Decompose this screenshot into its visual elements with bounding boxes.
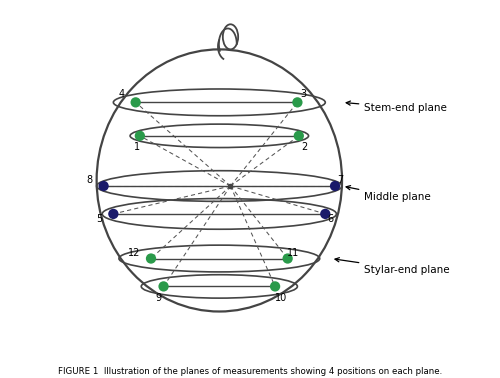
Text: 7: 7 xyxy=(338,175,344,186)
Point xyxy=(295,133,303,139)
Text: Stem-end plane: Stem-end plane xyxy=(346,101,447,113)
Point xyxy=(294,99,302,105)
Text: 8: 8 xyxy=(86,175,92,186)
Text: Stylar-end plane: Stylar-end plane xyxy=(335,258,450,275)
Point xyxy=(136,133,144,139)
Text: 4: 4 xyxy=(118,89,125,99)
Point xyxy=(110,211,118,217)
Point xyxy=(271,284,279,290)
Text: Middle plane: Middle plane xyxy=(346,186,431,202)
Point xyxy=(100,183,108,189)
Text: 11: 11 xyxy=(287,248,300,258)
Point xyxy=(160,284,168,290)
Point xyxy=(331,183,339,189)
Point xyxy=(132,99,140,105)
Text: 5: 5 xyxy=(96,214,102,225)
Point xyxy=(147,256,155,262)
Point xyxy=(322,211,330,217)
Text: 9: 9 xyxy=(155,293,161,302)
Text: 2: 2 xyxy=(302,142,308,152)
Text: 6: 6 xyxy=(328,214,334,225)
Text: 3: 3 xyxy=(300,89,306,99)
Text: 10: 10 xyxy=(274,293,287,302)
Text: 1: 1 xyxy=(134,142,140,152)
Point xyxy=(284,256,292,262)
Text: FIGURE 1  Illustration of the planes of measurements showing 4 positions on each: FIGURE 1 Illustration of the planes of m… xyxy=(58,367,442,376)
Text: 12: 12 xyxy=(128,248,140,258)
